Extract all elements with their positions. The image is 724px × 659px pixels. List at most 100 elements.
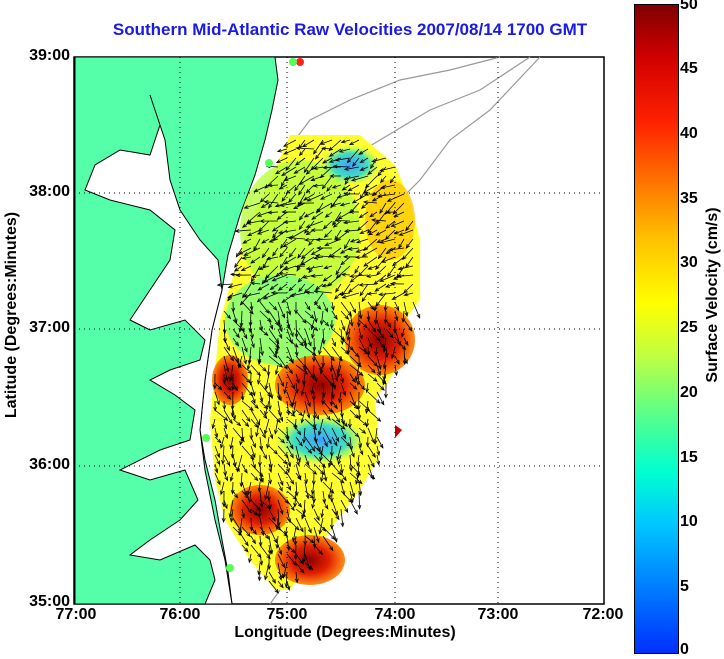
- velocity-arrow: [367, 301, 375, 310]
- velocity-arrow: [335, 157, 351, 161]
- velocity-arrow: [268, 184, 279, 186]
- velocity-arrow: [376, 337, 385, 349]
- velocity-arrow-head: [389, 178, 394, 184]
- velocity-arrow: [268, 580, 279, 594]
- velocity-arrow: [367, 373, 378, 382]
- velocity-arrow-head: [337, 215, 343, 220]
- velocity-arrow: [268, 445, 278, 455]
- velocity-arrow: [277, 508, 280, 526]
- velocity-arrow-head: [356, 461, 360, 467]
- velocity-arrow: [380, 184, 396, 189]
- velocity-arrow-head: [257, 360, 262, 366]
- velocity-arrow-head: [340, 522, 345, 528]
- velocity-arrow: [394, 355, 400, 365]
- velocity-arrow-head: [226, 346, 230, 352]
- velocity-arrow-head: [297, 278, 303, 283]
- velocity-arrow-head: [304, 290, 310, 295]
- velocity-arrow: [286, 364, 293, 374]
- velocity-arrow-head: [313, 289, 319, 294]
- velocity-arrow: [348, 184, 360, 192]
- velocity-arrow-head: [233, 386, 238, 392]
- velocity-arrow: [358, 445, 364, 455]
- velocity-arrow-head: [280, 244, 285, 249]
- velocity-arrow: [313, 526, 320, 543]
- velocity-arrow: [385, 220, 396, 229]
- velocity-arrow: [259, 301, 270, 314]
- velocity-arrow: [295, 544, 297, 560]
- velocity-arrow: [259, 310, 272, 322]
- velocity-arrow: [306, 265, 324, 270]
- velocity-arrow: [311, 328, 315, 339]
- velocity-arrow: [235, 247, 243, 258]
- velocity-arrow: [223, 427, 228, 439]
- velocity-arrow: [304, 328, 312, 346]
- velocity-arrow: [311, 319, 315, 330]
- velocity-arrow: [259, 337, 263, 356]
- velocity-arrow: [277, 562, 282, 580]
- velocity-arrow-head: [247, 232, 253, 237]
- velocity-arrow: [340, 382, 346, 396]
- velocity-arrow: [292, 526, 297, 542]
- velocity-arrow: [349, 391, 356, 406]
- velocity-arrow: [331, 526, 338, 543]
- velocity-arrow: [250, 282, 261, 285]
- velocity-arrow-head: [300, 261, 306, 266]
- velocity-arrow-head: [307, 402, 311, 408]
- velocity-arrow: [232, 490, 238, 498]
- velocity-arrow-head: [362, 200, 368, 205]
- velocity-arrow-head: [336, 373, 341, 379]
- velocity-arrow-head: [315, 516, 320, 522]
- colorbar-tick: 0: [680, 641, 689, 658]
- velocity-arrow: [318, 337, 324, 355]
- velocity-arrow: [268, 310, 279, 326]
- velocity-arrow-head: [321, 146, 327, 151]
- velocity-arrow-head: [300, 568, 305, 574]
- velocity-arrow-head: [389, 281, 395, 286]
- velocity-arrow: [223, 418, 227, 429]
- velocity-arrow-head: [366, 316, 371, 322]
- velocity-arrow: [241, 535, 249, 546]
- velocity-arrow-head: [282, 142, 288, 147]
- velocity-arrow: [331, 463, 342, 475]
- velocity-arrow-head: [279, 481, 284, 487]
- velocity-arrow: [264, 201, 279, 204]
- velocity-arrow-head: [339, 202, 345, 207]
- velocity-arrow-head: [330, 202, 336, 207]
- velocity-arrow: [390, 175, 396, 184]
- y-tick-38: 38:00: [29, 183, 70, 200]
- velocity-arrow-head: [282, 459, 288, 465]
- velocity-arrow: [281, 175, 288, 187]
- velocity-arrow-head: [279, 252, 284, 258]
- velocity-arrow: [242, 283, 252, 298]
- velocity-arrow-head: [234, 341, 240, 347]
- velocity-arrow: [398, 238, 405, 249]
- velocity-arrow-head: [287, 462, 292, 468]
- velocity-arrow: [313, 508, 320, 521]
- velocity-arrow: [322, 301, 328, 312]
- velocity-arrow: [349, 436, 352, 450]
- velocity-arrow-head: [341, 294, 347, 299]
- velocity-arrow: [358, 490, 360, 509]
- velocity-arrow: [322, 346, 335, 361]
- velocity-arrow-head: [379, 185, 385, 190]
- velocity-arrow: [349, 139, 360, 146]
- velocity-arrow-head: [254, 423, 259, 429]
- velocity-arrow-head: [340, 139, 346, 144]
- velocity-arrow: [343, 220, 360, 224]
- velocity-arrow: [303, 373, 306, 385]
- velocity-arrow: [232, 346, 239, 363]
- velocity-arrow-head: [251, 398, 256, 404]
- velocity-arrow-head: [322, 224, 328, 230]
- velocity-arrow: [331, 202, 342, 206]
- velocity-arrow-head: [332, 342, 336, 347]
- velocity-arrow: [250, 535, 256, 544]
- velocity-arrow: [288, 193, 297, 203]
- velocity-arrow-head: [385, 283, 391, 288]
- velocity-arrow: [241, 427, 244, 441]
- velocity-arrow-head: [267, 504, 272, 510]
- velocity-arrow: [322, 427, 332, 444]
- velocity-arrow: [275, 364, 279, 375]
- velocity-arrow-head: [217, 385, 223, 391]
- velocity-arrow-head: [216, 400, 220, 406]
- velocity-arrow-head: [404, 359, 408, 365]
